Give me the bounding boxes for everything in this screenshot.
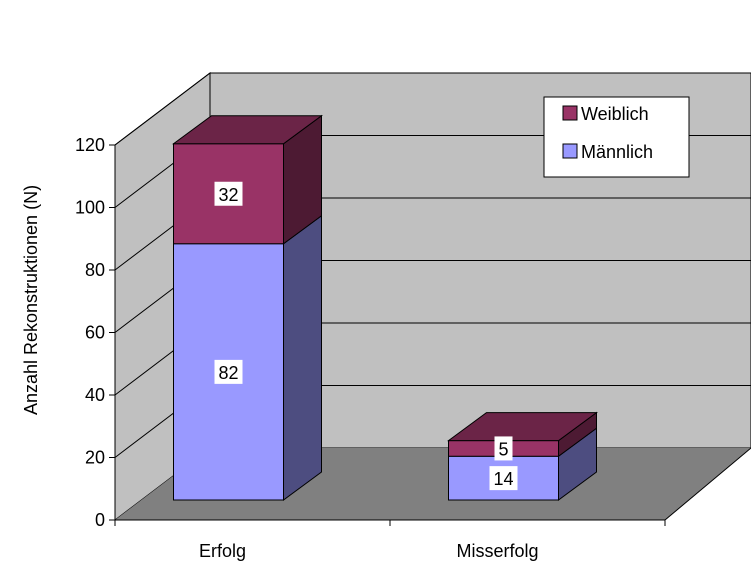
y-tick-label: 60 bbox=[85, 323, 105, 343]
y-axis-label: Anzahl Rekonstruktionen (N) bbox=[21, 185, 41, 415]
y-tick-label: 0 bbox=[95, 510, 105, 530]
y-tick-label: 80 bbox=[85, 260, 105, 280]
y-tick-label: 120 bbox=[75, 135, 105, 155]
data-label: 32 bbox=[218, 185, 238, 205]
legend-label: Männlich bbox=[581, 142, 653, 162]
y-tick-label: 20 bbox=[85, 448, 105, 468]
data-label: 82 bbox=[218, 363, 238, 383]
data-label: 5 bbox=[498, 439, 508, 459]
legend-swatch bbox=[562, 143, 578, 159]
y-tick-label: 100 bbox=[75, 198, 105, 218]
bar-segment-side bbox=[283, 214, 322, 501]
data-label: 14 bbox=[493, 469, 513, 489]
y-tick-label: 40 bbox=[85, 385, 105, 405]
data-label-bg bbox=[494, 436, 513, 461]
legend-swatch bbox=[562, 105, 578, 121]
bars: 82 32 14 5 bbox=[171, 114, 599, 501]
data-label-bg bbox=[489, 466, 518, 491]
data-label-bg bbox=[214, 359, 243, 384]
gridline bbox=[114, 72, 751, 146]
x-tick-label: Erfolg bbox=[199, 541, 246, 561]
legend: Weiblich Männlich bbox=[543, 96, 690, 178]
legend-label: Weiblich bbox=[581, 104, 649, 124]
floor-edge bbox=[664, 447, 751, 521]
bar-top bbox=[171, 115, 324, 145]
bar-top bbox=[446, 412, 599, 442]
x-tick-label: Misserfolg bbox=[456, 541, 538, 561]
data-label-bg bbox=[214, 181, 243, 206]
axes: 0 20 40 60 80 100 120 Erfolg Misserfolg bbox=[75, 135, 751, 561]
